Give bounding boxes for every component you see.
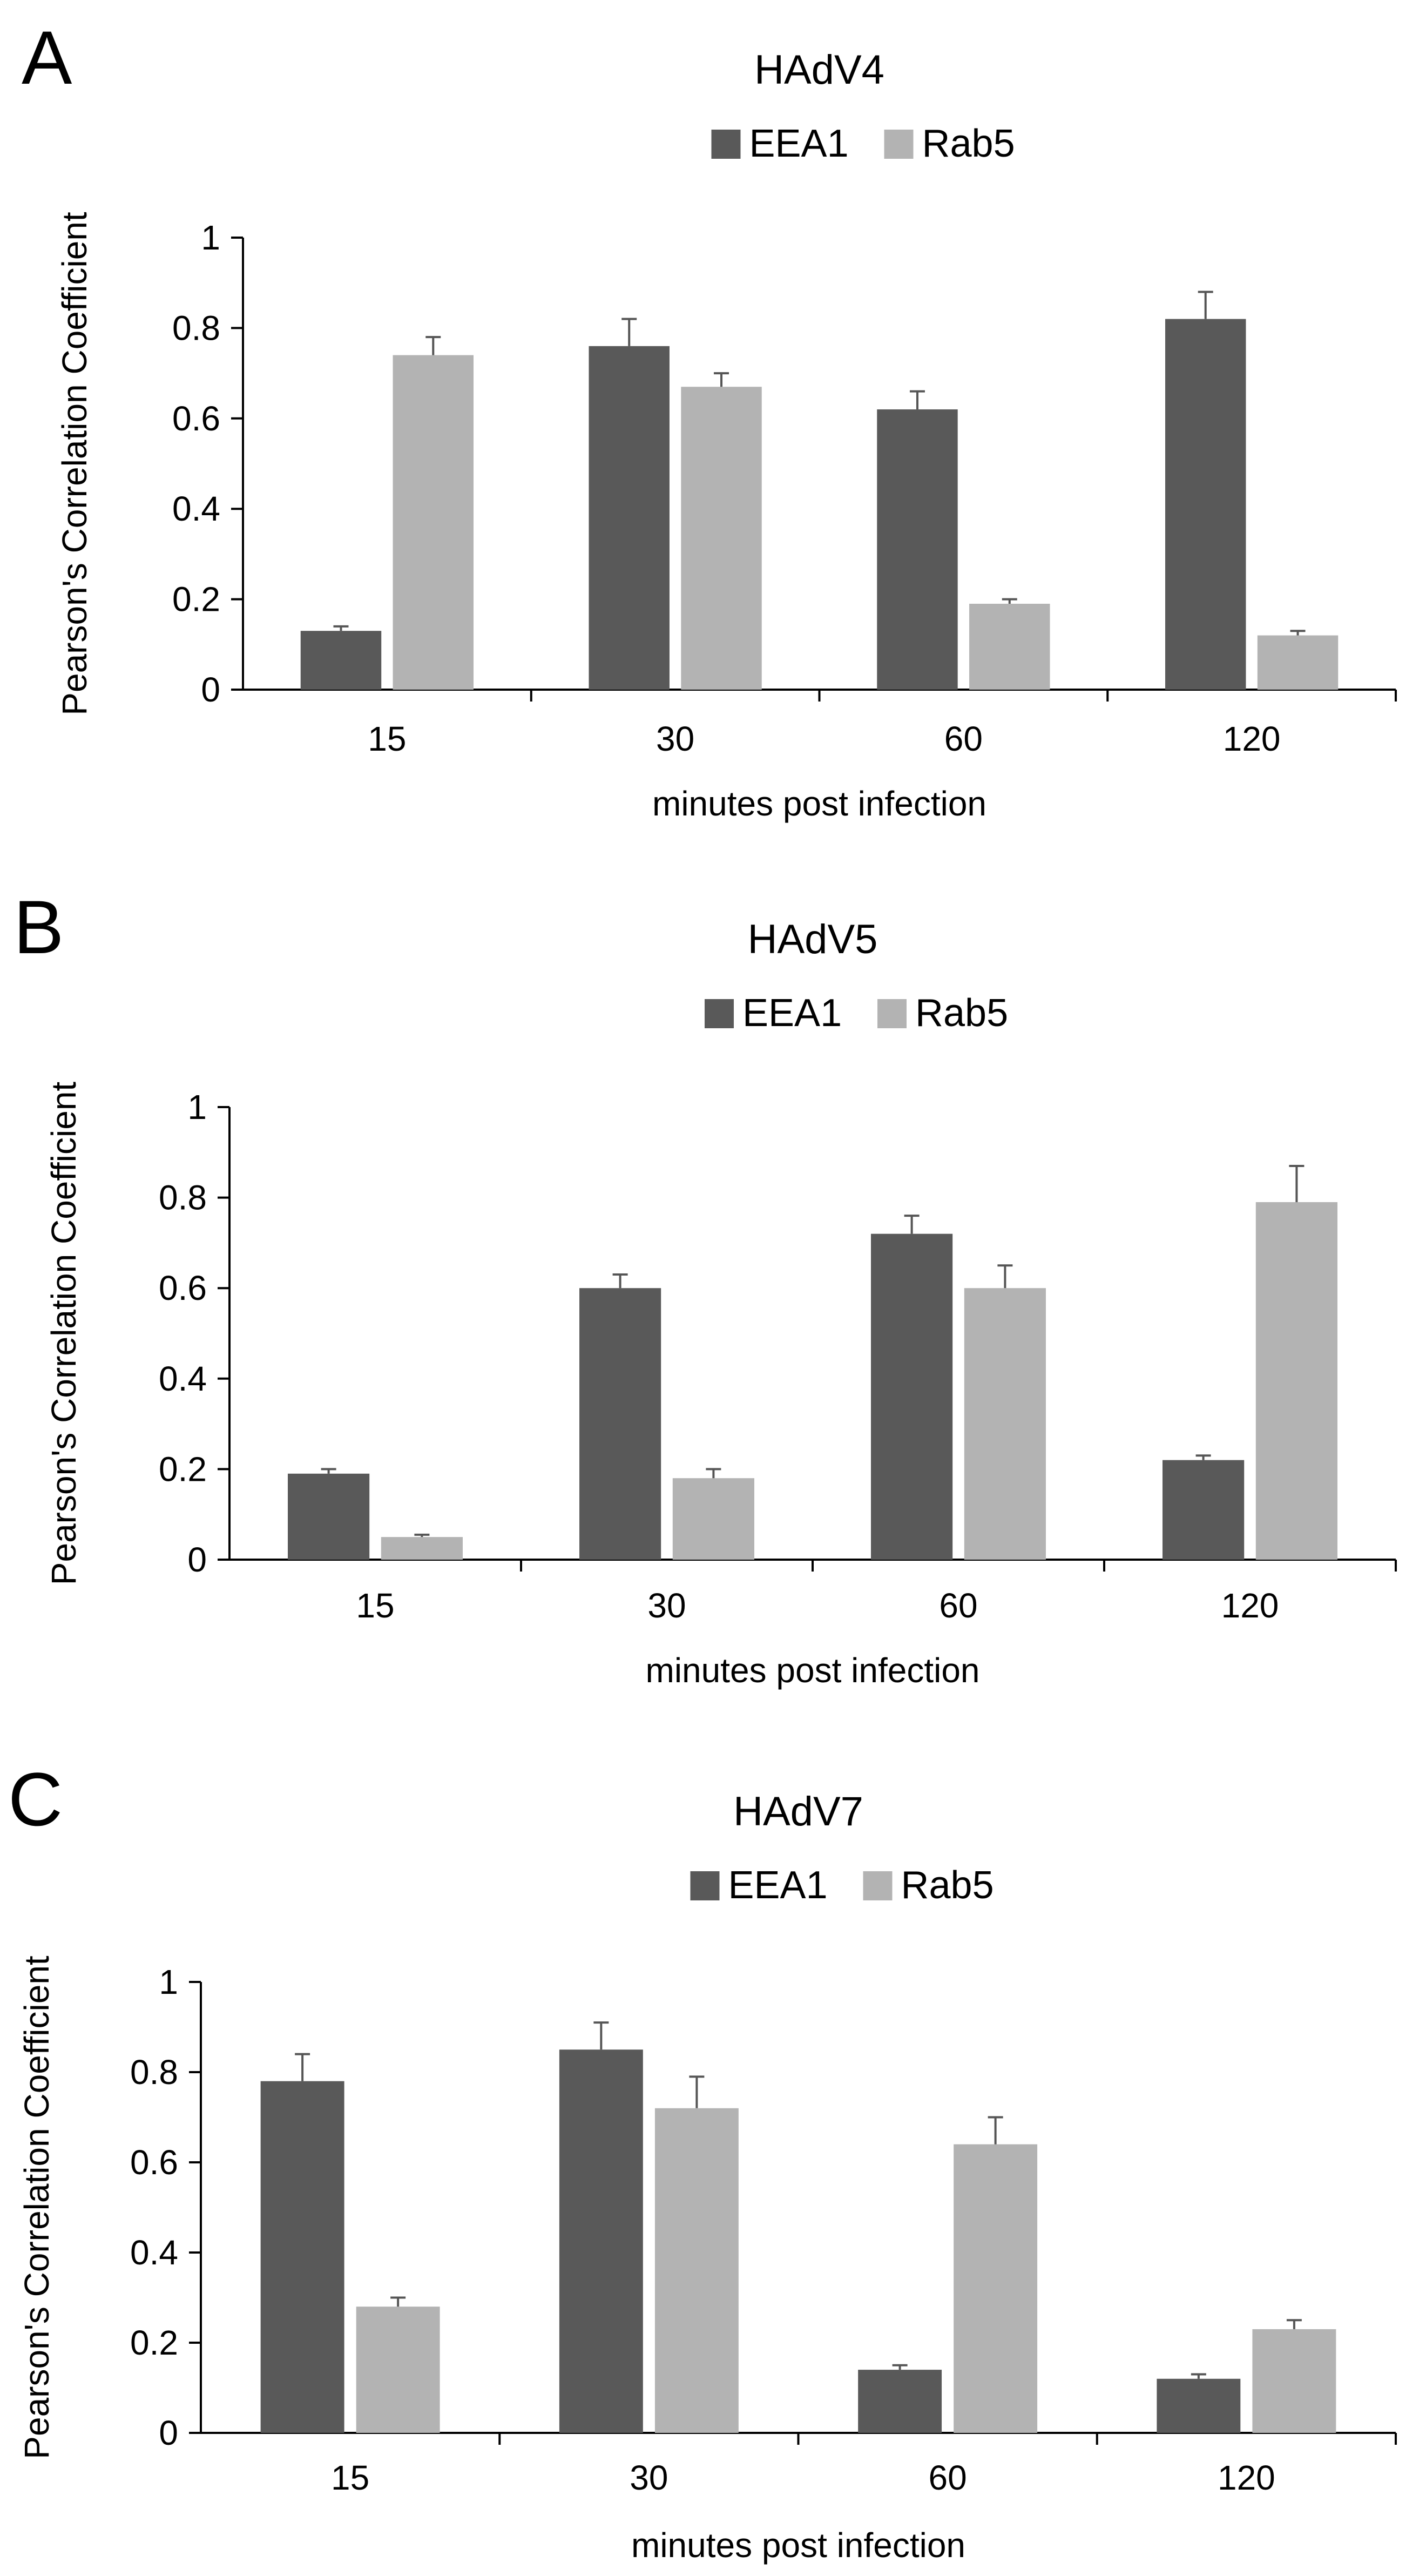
x-tick-label: 30 <box>630 2458 668 2497</box>
bar-rab5-120 <box>1257 635 1339 690</box>
bar-eea1-120 <box>1163 1460 1245 1560</box>
x-tick-label: 15 <box>331 2458 369 2497</box>
bar-eea1-60 <box>877 409 958 690</box>
bar-rab5-60 <box>969 603 1050 690</box>
chart-title: HAdV7 <box>733 1789 863 1835</box>
bar-eea1-60 <box>871 1233 953 1560</box>
x-tick-label: 15 <box>356 1586 394 1625</box>
y-tick-label: 0 <box>159 2413 178 2452</box>
x-tick-label: 120 <box>1223 719 1281 758</box>
bar-eea1-120 <box>1165 319 1246 690</box>
chart-panel-a: A HAdV4 EEA1 Rab5 0 0.2 0.4 0.6 0.8 1 15 30 60 120 min… <box>22 15 1397 823</box>
legend-swatch-rab5 <box>863 1871 893 1900</box>
bar-eea1-30 <box>579 1288 661 1560</box>
y-tick-label: 0.6 <box>172 399 220 438</box>
x-tick-label: 60 <box>944 719 983 758</box>
chart-panel-b: B HAdV5 EEA1 Rab5 0 0.2 0.4 0.6 0.8 1 15 30 60 120 min… <box>13 885 1397 1690</box>
panel-letter: A <box>22 15 72 100</box>
x-tick-label: 120 <box>1218 2458 1275 2497</box>
y-axis-title: Pearson's Correlation Coefficient <box>55 212 94 716</box>
x-axis-title: minutes post infection <box>631 2526 965 2565</box>
y-tick-label: 0.8 <box>130 2053 178 2092</box>
y-tick-label: 0 <box>187 1540 207 1579</box>
legend-label-rab5: Rab5 <box>915 992 1008 1035</box>
legend-swatch-rab5 <box>884 130 914 159</box>
x-tick-label: 30 <box>647 1586 686 1625</box>
legend-label-eea1: EEA1 <box>728 1864 828 1907</box>
y-tick-label: 1 <box>159 1963 178 2001</box>
bar-rab5-15 <box>356 2307 440 2433</box>
legend: EEA1 Rab5 <box>711 122 1015 165</box>
x-tick-label: 60 <box>939 1586 977 1625</box>
bar-eea1-15 <box>288 1473 370 1560</box>
y-tick-label: 1 <box>187 1088 207 1127</box>
bar-rab5-30 <box>672 1478 754 1560</box>
legend-label-rab5: Rab5 <box>901 1864 994 1907</box>
legend-label-eea1: EEA1 <box>749 122 849 165</box>
y-tick-label: 0.6 <box>130 2143 178 2182</box>
bar-rab5-15 <box>393 355 474 690</box>
chart-panel-c: C HAdV7 EEA1 Rab5 0 0.2 0.4 0.6 0.8 1 15 30 60 120 min… <box>8 1757 1397 2565</box>
chart-title: HAdV5 <box>748 916 878 962</box>
y-tick-label: 0 <box>201 670 220 709</box>
bar-eea1-30 <box>559 2049 643 2433</box>
x-tick-label: 60 <box>929 2458 967 2497</box>
legend-swatch-eea1 <box>690 1871 720 1900</box>
legend-swatch-rab5 <box>877 999 907 1028</box>
y-axis-title: Pearson's Correlation Coefficient <box>17 1955 56 2459</box>
y-tick-label: 0.2 <box>130 2323 178 2362</box>
x-axis-title: minutes post infection <box>652 784 986 823</box>
bar-rab5-60 <box>954 2144 1038 2433</box>
bar-rab5-30 <box>681 387 762 690</box>
legend-label-rab5: Rab5 <box>922 122 1015 165</box>
bar-eea1-60 <box>858 2370 942 2433</box>
bar-eea1-30 <box>589 346 670 690</box>
x-tick-label: 15 <box>368 719 406 758</box>
y-tick-label: 0.6 <box>159 1269 207 1307</box>
y-tick-label: 0.8 <box>172 308 220 347</box>
x-tick-label: 30 <box>656 719 694 758</box>
legend: EEA1 Rab5 <box>690 1864 994 1907</box>
bar-eea1-15 <box>300 631 382 690</box>
panel-letter: C <box>8 1757 63 1842</box>
y-axis-title: Pearson's Correlation Coefficient <box>44 1082 83 1586</box>
legend-swatch-eea1 <box>711 130 741 159</box>
y-tick-label: 0.2 <box>172 580 220 619</box>
bar-rab5-120 <box>1255 1202 1337 1560</box>
x-tick-label: 120 <box>1221 1586 1279 1625</box>
y-tick-label: 0.4 <box>130 2233 178 2272</box>
y-tick-label: 0.8 <box>159 1178 207 1217</box>
bar-rab5-60 <box>964 1288 1046 1560</box>
x-axis-title: minutes post infection <box>646 1651 980 1690</box>
bar-eea1-15 <box>260 2081 344 2433</box>
bar-rab5-30 <box>654 2108 739 2433</box>
legend-swatch-eea1 <box>705 999 734 1028</box>
y-tick-label: 0.2 <box>159 1449 207 1488</box>
bar-rab5-120 <box>1252 2329 1336 2433</box>
legend-label-eea1: EEA1 <box>742 992 842 1035</box>
bar-eea1-120 <box>1157 2378 1241 2433</box>
y-tick-label: 1 <box>201 218 220 257</box>
chart-title: HAdV4 <box>754 47 884 93</box>
panel-letter: B <box>13 885 64 969</box>
y-tick-label: 0.4 <box>159 1359 207 1398</box>
y-tick-label: 0.4 <box>172 489 220 528</box>
legend: EEA1 Rab5 <box>705 992 1008 1035</box>
bar-rab5-15 <box>381 1537 463 1560</box>
